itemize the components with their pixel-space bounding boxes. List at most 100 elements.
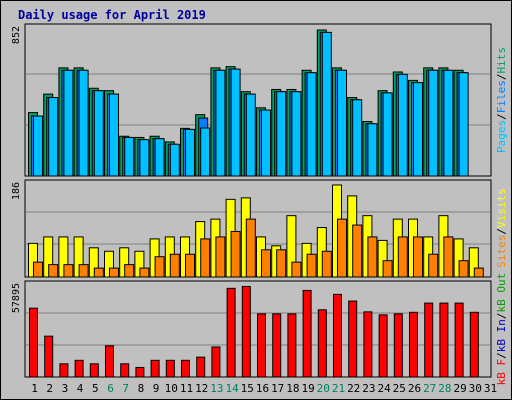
x-tick-day-13: 13 <box>210 382 223 395</box>
legend-item-kbf_kbin_kbout-1: / <box>495 352 508 359</box>
x-tick-day-5: 5 <box>92 382 99 395</box>
legend-item-kbf_kbin_kbout-2: kB In <box>495 319 508 352</box>
bar-kbf_kbin_kbout-kb-f-day-30 <box>469 311 479 378</box>
x-tick-day-21: 21 <box>332 382 345 395</box>
legend-item-pages_files_hits-0: Pages <box>495 120 508 153</box>
bar-kbf_kbin_kbout-kb-f-day-21 <box>333 293 342 378</box>
bar-visits_sites-sites-day-18 <box>291 261 302 278</box>
bar-visits_sites-sites-day-22 <box>352 224 363 278</box>
bar-visits_sites-sites-day-20 <box>321 250 332 278</box>
bar-pages_files_hits-pages-day-16 <box>261 109 271 177</box>
x-tick-day-2: 2 <box>46 382 53 395</box>
legend-item-pages_files_hits-1: / <box>495 113 508 120</box>
x-tick-day-25: 25 <box>393 382 406 395</box>
bar-pages_files_hits-pages-day-2 <box>48 97 59 177</box>
x-tick-day-7: 7 <box>122 382 129 395</box>
bar-visits_sites-sites-day-28 <box>443 236 454 278</box>
x-tick-day-27: 27 <box>423 382 436 395</box>
x-tick-day-19: 19 <box>301 382 314 395</box>
bar-visits_sites-sites-day-9 <box>154 256 165 278</box>
x-tick-day-15: 15 <box>241 382 254 395</box>
bar-kbf_kbin_kbout-kb-f-day-11 <box>181 359 190 378</box>
legend-item-kbf_kbin_kbout-3: / <box>495 312 508 319</box>
bar-kbf_kbin_kbout-kb-f-day-5 <box>89 363 99 378</box>
bar-pages_files_hits-pages-day-29 <box>458 72 469 177</box>
bar-kbf_kbin_kbout-kb-f-day-1 <box>29 307 38 378</box>
x-tick-day-29: 29 <box>453 382 466 395</box>
bar-visits_sites-sites-day-7 <box>124 264 135 278</box>
ymax-label-kbf_kbin_kbout: 57895 <box>11 283 22 313</box>
bar-pages_files_hits-pages-day-14 <box>230 68 241 177</box>
legend-item-kbf_kbin_kbout-4: kB Out <box>495 273 508 313</box>
bar-kbf_kbin_kbout-kb-f-day-19 <box>302 289 312 378</box>
bar-pages_files_hits-pages-day-26 <box>413 82 423 177</box>
x-tick-day-23: 23 <box>362 382 375 395</box>
bar-pages_files_hits-pages-day-3 <box>63 69 74 177</box>
legend-item-pages_files_hits-3: / <box>495 74 508 81</box>
ymax-label-visits_sites: 186 <box>11 182 22 200</box>
legend-visits_sites: Sites/Visits <box>495 188 508 268</box>
x-tick-day-9: 9 <box>153 382 160 395</box>
ymax-label-pages_files_hits: 852 <box>11 26 22 44</box>
x-tick-day-17: 17 <box>271 382 284 395</box>
x-tick-day-8: 8 <box>138 382 145 395</box>
bar-visits_sites-sites-day-30 <box>473 267 484 278</box>
bar-pages_files_hits-pages-day-17 <box>276 91 287 177</box>
bar-visits_sites-sites-day-3 <box>63 264 74 278</box>
bar-kbf_kbin_kbout-kb-f-day-23 <box>363 311 373 378</box>
bar-visits_sites-sites-day-19 <box>306 253 317 278</box>
bar-visits_sites-sites-day-5 <box>93 267 104 278</box>
x-tick-day-10: 10 <box>165 382 178 395</box>
bar-kbf_kbin_kbout-kb-f-day-25 <box>393 313 403 378</box>
bar-visits_sites-sites-day-4 <box>78 264 89 278</box>
bar-visits_sites-sites-day-25 <box>397 236 408 278</box>
bar-kbf_kbin_kbout-kb-f-day-8 <box>135 366 145 378</box>
x-tick-day-30: 30 <box>469 382 482 395</box>
bar-kbf_kbin_kbout-kb-f-day-29 <box>454 302 464 378</box>
chart-title: Daily usage for April 2019 <box>18 8 206 22</box>
bar-kbf_kbin_kbout-kb-f-day-12 <box>196 356 206 378</box>
x-tick-day-12: 12 <box>195 382 208 395</box>
bar-pages_files_hits-pages-day-6 <box>109 93 119 177</box>
bar-kbf_kbin_kbout-kb-f-day-26 <box>409 311 418 378</box>
x-tick-day-16: 16 <box>256 382 269 395</box>
x-tick-day-26: 26 <box>408 382 421 395</box>
bar-visits_sites-sites-day-26 <box>413 236 423 278</box>
bar-visits_sites-sites-day-6 <box>109 267 119 278</box>
bar-pages_files_hits-pages-day-27 <box>428 69 439 177</box>
bar-visits_sites-sites-day-8 <box>139 267 150 278</box>
x-axis-day-labels: 1 2 3 4 5 6 7 8 9 10 11 12 13 14 15 16 17 18 19 20 21 22 23 24 2… <box>31 382 497 395</box>
x-tick-day-11: 11 <box>180 382 193 395</box>
x-tick-day-22: 22 <box>347 382 360 395</box>
bar-kbf_kbin_kbout-kb-f-day-27 <box>424 302 434 378</box>
bar-kbf_kbin_kbout-kb-f-day-13 <box>211 346 221 378</box>
bar-pages_files_hits-pages-day-12 <box>200 127 211 177</box>
bar-kbf_kbin_kbout-kb-f-day-22 <box>348 300 358 378</box>
bar-pages_files_hits-pages-day-10 <box>169 143 180 177</box>
legend-pages_files_hits: Pages/Files/Hits <box>495 47 508 153</box>
bar-pages_files_hits-pages-day-7 <box>124 136 135 177</box>
x-tick-day-31: 31 <box>484 382 497 395</box>
bar-pages_files_hits-pages-day-9 <box>154 138 165 177</box>
x-tick-day-28: 28 <box>438 382 451 395</box>
bar-kbf_kbin_kbout-kb-f-day-14 <box>226 287 236 378</box>
legend-item-pages_files_hits-4: Hits <box>495 47 508 74</box>
bar-kbf_kbin_kbout-kb-f-day-9 <box>150 359 160 378</box>
legend-item-visits_sites-1: / <box>495 228 508 235</box>
bar-visits_sites-sites-day-12 <box>200 238 211 278</box>
bar-pages_files_hits-pages-day-5 <box>93 90 104 177</box>
bar-pages_files_hits-pages-day-11 <box>185 128 195 177</box>
bar-visits_sites-sites-day-2 <box>48 264 59 278</box>
bar-kbf_kbin_kbout-kb-f-day-6 <box>105 345 114 378</box>
x-tick-day-3: 3 <box>62 382 69 395</box>
bar-visits_sites-sites-day-1 <box>33 261 43 278</box>
legend-item-visits_sites-0: Sites <box>495 235 508 268</box>
bar-pages_files_hits-pages-day-4 <box>78 69 89 177</box>
bar-pages_files_hits-pages-day-21 <box>337 69 347 177</box>
bar-pages_files_hits-pages-day-19 <box>306 72 317 177</box>
x-tick-day-1: 1 <box>31 382 38 395</box>
legend-item-pages_files_hits-2: Files <box>495 80 508 113</box>
bar-pages_files_hits-pages-day-28 <box>443 69 454 177</box>
x-tick-day-18: 18 <box>286 382 299 395</box>
